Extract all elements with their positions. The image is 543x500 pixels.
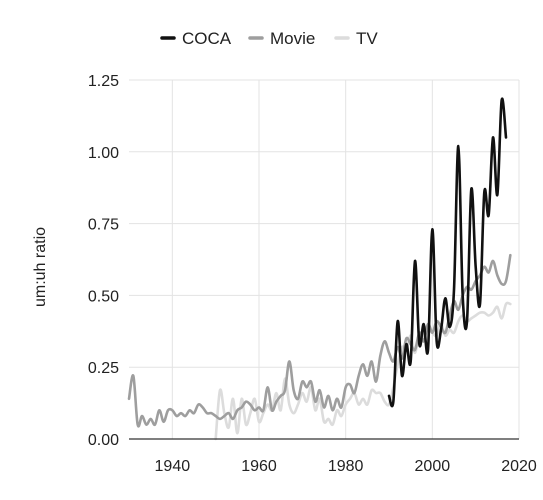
legend-item-tv: TV (334, 29, 378, 48)
series-line-movie (127, 253, 512, 428)
x-tick-label: 1980 (328, 458, 364, 475)
legend-label: COCA (182, 29, 232, 48)
grid (129, 79, 520, 439)
x-tick-label: 1940 (155, 458, 191, 475)
y-tick-label: 0.00 (88, 432, 119, 449)
y-tick-label: 0.75 (88, 217, 119, 234)
axes: 0.00 0.25 0.50 0.75 1.00 1.25 1940 1960 1980 2000… (88, 73, 537, 475)
x-tick-label: 2000 (415, 458, 451, 475)
y-tick-label: 0.50 (88, 288, 119, 305)
x-tick-label: 1960 (241, 458, 277, 475)
legend: COCA Movie TV (160, 29, 378, 48)
y-tick-label: 0.25 (88, 360, 119, 377)
legend-item-movie: Movie (248, 29, 315, 48)
legend-label: TV (356, 29, 378, 48)
legend-item-coca: COCA (160, 29, 232, 48)
series-line-coca (387, 97, 508, 408)
y-tick-label: 1.25 (88, 73, 119, 90)
x-tick-label: 2020 (501, 458, 537, 475)
legend-label: Movie (270, 29, 315, 48)
series-layer (127, 97, 512, 441)
y-axis-title: um:uh ratio (32, 227, 49, 307)
y-tick-label: 1.00 (88, 145, 119, 162)
